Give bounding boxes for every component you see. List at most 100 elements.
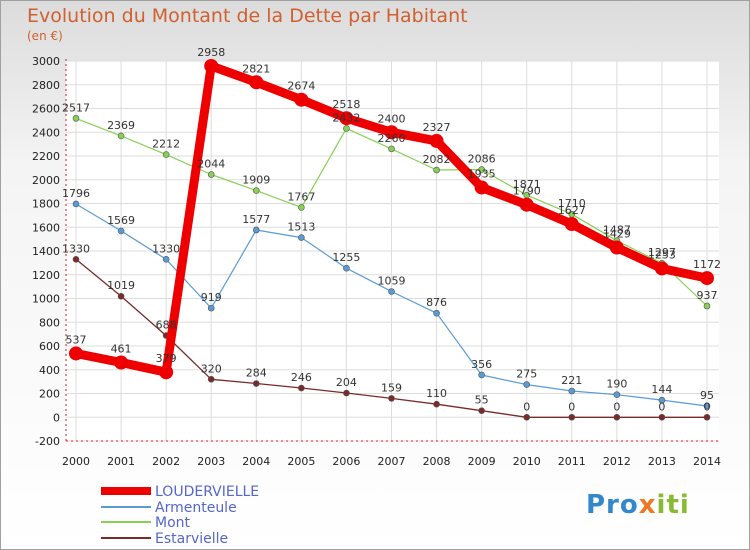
data-point	[117, 227, 125, 235]
data-label: 95	[700, 389, 714, 402]
data-point	[429, 133, 444, 148]
data-label: 1767	[287, 190, 315, 203]
data-label: 1330	[62, 242, 90, 255]
legend-label: Estarvielle	[155, 530, 229, 547]
data-label: 1627	[558, 204, 586, 217]
data-point	[114, 355, 129, 370]
legend-label: Armenteule	[155, 499, 237, 516]
data-point	[294, 92, 309, 107]
y-tick-label: -200	[35, 435, 60, 448]
data-point	[252, 187, 260, 194]
data-point	[613, 413, 621, 421]
y-tick-label: 600	[39, 340, 60, 353]
data-label: 1297	[648, 246, 676, 259]
data-label: 1790	[513, 185, 541, 198]
data-point	[339, 111, 354, 126]
data-label: 0	[568, 400, 575, 413]
data-point	[433, 309, 440, 317]
legend-item: Estarvielle	[101, 531, 361, 547]
data-point	[609, 240, 624, 255]
legend-swatch	[101, 536, 151, 539]
data-label: 2212	[152, 138, 180, 151]
data-point	[388, 145, 395, 153]
data-label: 0	[658, 400, 665, 413]
x-tick-label: 2003	[197, 455, 225, 468]
data-point	[388, 288, 395, 295]
data-point	[207, 171, 215, 178]
y-tick-label: 800	[39, 316, 60, 329]
data-label: 2327	[423, 121, 451, 134]
legend-swatch	[101, 521, 151, 523]
legend-label: Mont	[155, 515, 191, 531]
data-point	[207, 375, 215, 383]
data-label: 1019	[107, 279, 135, 292]
legend-item: Armenteule	[101, 500, 361, 516]
x-tick-label: 2000	[62, 455, 90, 468]
data-label: 1577	[242, 213, 270, 226]
data-point	[252, 226, 260, 234]
data-label: 275	[516, 368, 537, 381]
data-point	[474, 180, 489, 195]
x-tick-label: 2002	[152, 455, 180, 468]
data-label: 2400	[378, 112, 406, 125]
data-point	[613, 391, 621, 398]
data-label: 1255	[332, 251, 360, 264]
x-tick-label: 2001	[107, 455, 135, 468]
data-label: 284	[246, 367, 267, 380]
data-point	[117, 132, 125, 140]
x-tick-label: 2009	[468, 455, 496, 468]
data-point	[249, 75, 264, 90]
y-tick-label: 0	[53, 411, 60, 424]
data-point	[162, 151, 170, 158]
data-point	[700, 271, 714, 286]
y-tick-label: 2000	[32, 174, 60, 187]
data-point	[523, 413, 531, 421]
data-point	[72, 256, 80, 263]
x-tick-label: 2008	[423, 455, 451, 468]
data-point	[69, 346, 83, 361]
data-label: 2432	[332, 111, 360, 124]
data-point	[703, 413, 711, 421]
data-point	[478, 407, 485, 415]
x-tick-label: 2004	[242, 455, 270, 468]
legend-item: Mont	[101, 515, 361, 531]
data-point	[72, 115, 80, 122]
data-label: 688	[156, 319, 177, 332]
legend-swatch	[101, 487, 151, 495]
data-point	[433, 400, 440, 408]
data-point	[384, 125, 399, 140]
data-label: 1871	[513, 178, 541, 191]
data-point	[207, 304, 215, 312]
y-tick-label: 2800	[32, 79, 60, 92]
y-tick-label: 2400	[32, 126, 60, 139]
legend-item: LOUDERVIELLE	[101, 484, 361, 500]
x-tick-label: 2005	[287, 455, 315, 468]
data-point	[568, 413, 576, 421]
y-tick-label: 2600	[32, 103, 60, 116]
logo-part: Pro	[586, 490, 639, 520]
data-point	[658, 396, 666, 404]
data-point	[343, 264, 350, 272]
data-point	[343, 125, 350, 132]
y-tick-label: 1000	[32, 293, 60, 306]
y-tick-label: 400	[39, 364, 60, 377]
y-tick-label: 1800	[32, 198, 60, 211]
data-label: 461	[111, 343, 132, 356]
y-tick-label: 2200	[32, 150, 60, 163]
legend-swatch	[101, 505, 151, 508]
data-label: 1710	[558, 197, 586, 210]
x-tick-label: 2012	[603, 455, 631, 468]
data-label: 2044	[197, 158, 225, 171]
data-point	[162, 256, 170, 263]
logo-part: iti	[656, 490, 690, 520]
data-point	[433, 166, 440, 174]
data-label: 320	[201, 362, 222, 375]
x-tick-label: 2011	[558, 455, 586, 468]
data-label: 0	[704, 400, 711, 413]
data-label: 1569	[107, 214, 135, 227]
data-label: 190	[606, 378, 627, 391]
data-point	[568, 387, 576, 395]
data-label: 379	[156, 352, 177, 365]
